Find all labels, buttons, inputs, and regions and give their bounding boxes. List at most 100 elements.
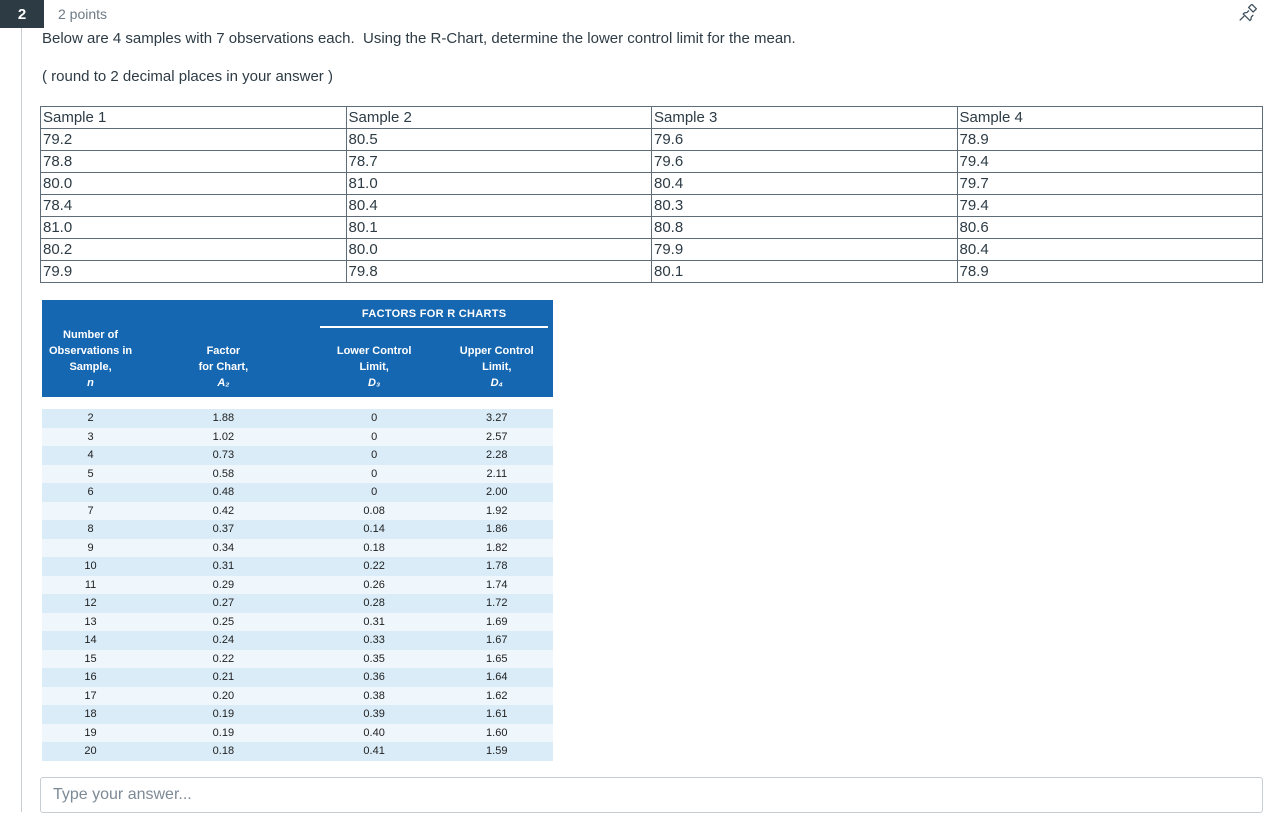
samples-table-row: 78.4 80.4 80.3 79.4 bbox=[40, 194, 1263, 217]
factors-value-cell: 0.33 bbox=[363, 634, 385, 646]
sample-value-cell: 81.0 bbox=[40, 216, 347, 239]
factors-table-header: FACTORS FOR R CHARTS Number of Observatio… bbox=[42, 300, 553, 397]
factors-value-cell: 1.72 bbox=[486, 597, 508, 609]
factors-value-cell: 14 bbox=[84, 634, 97, 646]
factors-value-cell: 0.31 bbox=[212, 560, 235, 572]
factors-value-cell: 4 bbox=[87, 449, 94, 461]
factors-value-cell: 0.41 bbox=[363, 745, 385, 757]
factors-column-header: Number of Observations in Sample, n bbox=[48, 329, 133, 389]
samples-table-row: 81.0 80.1 80.8 80.6 bbox=[40, 216, 1263, 239]
sample-value-cell: 80.3 bbox=[651, 194, 958, 217]
factors-value-cell: 1.69 bbox=[486, 615, 508, 628]
samples-table-row: 80.2 80.0 79.9 80.4 bbox=[40, 238, 1263, 261]
factors-table-title: FACTORS FOR R CHARTS bbox=[361, 308, 507, 320]
samples-table-header-row: Sample 1 Sample 2 Sample 3 Sample 4 bbox=[40, 106, 1263, 129]
factors-value-cell: 2 bbox=[87, 412, 94, 424]
factors-for-r-charts-image: FACTORS FOR R CHARTS Number of Observatio… bbox=[42, 300, 553, 761]
factors-table-title-underline: FACTORS FOR R CHARTS bbox=[320, 304, 548, 328]
factors-value-cell: 11 bbox=[84, 578, 97, 591]
sample-column-header: Sample 2 bbox=[345, 106, 652, 129]
factors-column-header: Factor for Chart, A₂ bbox=[198, 345, 249, 389]
factors-value-cell: 6 bbox=[87, 486, 94, 498]
factors-table-row: 15 0.22 0.35 1.65 bbox=[42, 649, 553, 668]
factors-table-row: 13 0.25 0.31 1.69 bbox=[42, 612, 553, 631]
samples-table: Sample 1 Sample 2 Sample 3 Sample 4 79.2 80.… bbox=[40, 106, 1263, 283]
factors-value-cell: 16 bbox=[84, 671, 97, 683]
sample-value-cell: 80.1 bbox=[345, 216, 652, 239]
factors-value-cell: 0.24 bbox=[212, 634, 235, 646]
factors-table-row: 3 1.02 0 2.57 bbox=[42, 427, 553, 446]
factors-value-cell: 1.62 bbox=[486, 689, 508, 702]
factors-table-row: 10 0.31 0.22 1.78 bbox=[42, 557, 553, 576]
sample-value-cell: 79.9 bbox=[651, 238, 958, 261]
factors-value-cell: 1.60 bbox=[486, 726, 508, 739]
sample-value-cell: 79.4 bbox=[956, 150, 1263, 173]
factors-value-cell: 0.42 bbox=[212, 504, 235, 517]
factors-value-cell: 0.19 bbox=[212, 708, 235, 720]
question-left-border bbox=[21, 28, 22, 812]
factors-value-cell: 1.88 bbox=[212, 412, 235, 424]
sample-value-cell: 80.6 bbox=[956, 216, 1263, 239]
factors-value-cell: 13 bbox=[84, 615, 97, 628]
factors-value-cell: 1.92 bbox=[486, 504, 508, 517]
factors-value-cell: 0.29 bbox=[212, 578, 235, 591]
factors-value-cell: 0 bbox=[371, 467, 378, 480]
factors-column-header: Lower Control Limit, D₃ bbox=[336, 345, 412, 389]
factors-value-cell: 0.14 bbox=[363, 523, 385, 535]
factors-value-cell: 1.59 bbox=[486, 745, 508, 757]
factors-table-row: 20 0.18 0.41 1.59 bbox=[42, 742, 553, 761]
question-text: Below are 4 samples with 7 observations … bbox=[42, 30, 796, 47]
factors-value-cell: 19 bbox=[84, 726, 97, 739]
sample-column-header: Sample 4 bbox=[956, 106, 1263, 129]
sample-value-cell: 80.2 bbox=[40, 238, 347, 261]
factors-value-cell: 0.73 bbox=[212, 449, 235, 461]
factors-value-cell: 2.00 bbox=[486, 486, 508, 498]
factors-value-cell: 2.28 bbox=[486, 449, 508, 461]
question-note: ( round to 2 decimal places in your answ… bbox=[42, 68, 333, 85]
factors-value-cell: 0.18 bbox=[363, 541, 385, 554]
sample-column-header: Sample 1 bbox=[40, 106, 347, 129]
sample-value-cell: 80.0 bbox=[345, 238, 652, 261]
factors-value-cell: 0 bbox=[371, 449, 378, 461]
factors-table-row: 9 0.34 0.18 1.82 bbox=[42, 538, 553, 557]
factors-column-header: Upper Control Limit, D₄ bbox=[459, 345, 534, 389]
factors-value-cell: 1.78 bbox=[486, 560, 508, 572]
sample-value-cell: 78.9 bbox=[956, 260, 1263, 283]
factors-table-row: 2 1.88 0 3.27 bbox=[42, 409, 553, 428]
sample-value-cell: 79.9 bbox=[40, 260, 347, 283]
factors-table-row: 5 0.58 0 2.11 bbox=[42, 464, 553, 483]
samples-table-row: 79.2 80.5 79.6 78.9 bbox=[40, 128, 1263, 151]
sample-value-cell: 79.2 bbox=[40, 128, 347, 151]
factors-value-cell: 1.67 bbox=[486, 634, 508, 646]
factors-value-cell: 0.22 bbox=[212, 652, 235, 665]
sample-value-cell: 80.4 bbox=[956, 238, 1263, 261]
sample-value-cell: 78.7 bbox=[345, 150, 652, 173]
factors-table-row: 12 0.27 0.28 1.72 bbox=[42, 594, 553, 613]
samples-table-row: 78.8 78.7 79.6 79.4 bbox=[40, 150, 1263, 173]
factors-value-cell: 7 bbox=[87, 504, 94, 517]
factors-value-cell: 1.74 bbox=[486, 578, 508, 591]
factors-value-cell: 8 bbox=[87, 523, 94, 535]
factors-table-row: 16 0.21 0.36 1.64 bbox=[42, 668, 553, 687]
factors-value-cell: 0.20 bbox=[212, 689, 235, 702]
sample-value-cell: 80.1 bbox=[651, 260, 958, 283]
factors-value-cell: 1.65 bbox=[486, 652, 508, 665]
factors-value-cell: 0.31 bbox=[363, 615, 385, 628]
factors-value-cell: 3.27 bbox=[486, 412, 508, 424]
factors-value-cell: 0.34 bbox=[212, 541, 235, 554]
answer-input[interactable] bbox=[40, 777, 1263, 813]
factors-value-cell: 3 bbox=[87, 430, 94, 443]
factors-value-cell: 15 bbox=[84, 652, 97, 665]
factors-value-cell: 0.48 bbox=[212, 486, 235, 498]
factors-value-cell: 0.27 bbox=[212, 597, 235, 609]
factors-value-cell: 0 bbox=[371, 486, 378, 498]
question-number: 2 bbox=[17, 5, 27, 23]
pushpin-icon[interactable] bbox=[1237, 3, 1259, 26]
factors-table-row: 19 0.19 0.40 1.60 bbox=[42, 723, 553, 742]
factors-value-cell: 12 bbox=[84, 597, 97, 609]
samples-table-row: 80.0 81.0 80.4 79.7 bbox=[40, 172, 1263, 195]
sample-value-cell: 80.5 bbox=[345, 128, 652, 151]
factors-value-cell: 17 bbox=[84, 689, 97, 702]
sample-value-cell: 80.8 bbox=[651, 216, 958, 239]
factors-table-row: 17 0.20 0.38 1.62 bbox=[42, 686, 553, 705]
